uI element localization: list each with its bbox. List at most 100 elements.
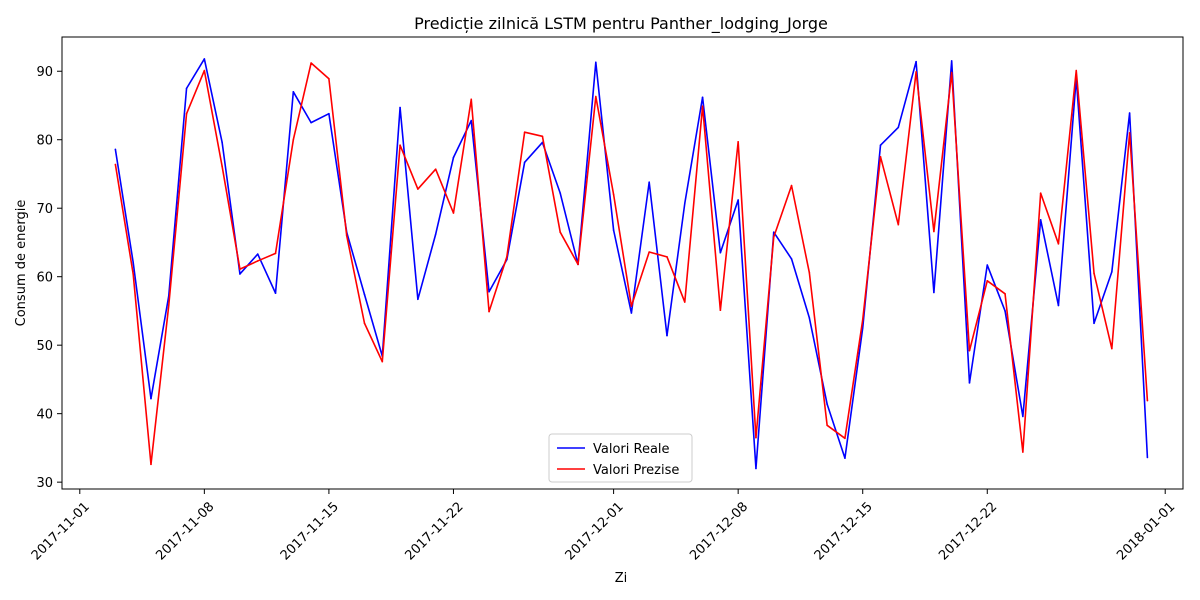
chart-title: Predicție zilnică LSTM pentru Panther_lo… <box>414 14 828 34</box>
legend-label-real: Valori Reale <box>593 442 670 457</box>
data-point <box>1004 310 1006 312</box>
data-point <box>150 463 152 466</box>
data-point <box>595 95 597 98</box>
data-point <box>1128 132 1131 134</box>
data-point <box>523 161 526 164</box>
data-point <box>808 316 811 319</box>
data-point <box>577 263 579 266</box>
data-point <box>1039 219 1042 221</box>
data-point <box>879 156 882 158</box>
data-point <box>1004 293 1006 295</box>
data-point <box>470 119 473 122</box>
y-tick-label: 60 <box>36 271 53 286</box>
y-tick-label: 50 <box>36 339 53 354</box>
y-tick-label: 30 <box>36 476 53 491</box>
x-tick-label: 2017-12-01 <box>563 499 627 563</box>
data-point <box>950 60 953 62</box>
data-point <box>915 60 917 63</box>
series-group <box>114 58 1149 470</box>
data-point <box>221 141 223 144</box>
data-point <box>381 360 384 363</box>
data-point <box>167 304 170 307</box>
data-point <box>772 231 775 233</box>
data-point <box>826 424 828 427</box>
data-point <box>915 71 917 73</box>
data-point <box>790 184 793 187</box>
data-point <box>790 258 793 260</box>
data-point <box>185 112 188 115</box>
legend-box <box>548 433 693 483</box>
x-tick-label: 2017-12-15 <box>812 499 876 563</box>
y-axis: 30 40 50 60 70 80 90 <box>36 65 62 491</box>
data-point <box>239 273 241 275</box>
data-point <box>683 202 686 205</box>
data-point <box>1022 415 1024 418</box>
y-tick-label: 80 <box>36 134 53 149</box>
x-axis-label: Zi <box>615 571 628 586</box>
data-point <box>328 112 330 115</box>
data-point <box>488 310 490 313</box>
data-point <box>1057 243 1060 245</box>
data-point <box>719 309 722 312</box>
y-tick-label: 70 <box>36 202 53 217</box>
data-point <box>1093 272 1095 275</box>
data-point <box>755 467 757 470</box>
data-point <box>417 188 419 190</box>
data-point <box>417 298 419 301</box>
x-tick-label: 2017-11-15 <box>278 499 342 563</box>
data-point <box>132 273 134 275</box>
data-point <box>559 231 562 233</box>
data-point <box>434 233 437 236</box>
data-point <box>399 144 401 147</box>
data-point <box>1075 69 1078 72</box>
data-point <box>755 436 757 439</box>
data-point <box>1111 271 1113 273</box>
data-point <box>986 264 989 266</box>
data-point <box>150 397 152 400</box>
data-point <box>239 268 241 270</box>
data-point <box>452 156 455 159</box>
data-point <box>844 457 846 459</box>
data-point <box>666 334 668 337</box>
data-point <box>114 148 117 151</box>
y-axis-label: Consum de energie <box>14 200 29 327</box>
data-point <box>737 199 739 201</box>
data-point <box>452 212 455 214</box>
data-point <box>1039 192 1042 194</box>
data-point <box>719 251 722 254</box>
data-point <box>114 163 117 166</box>
data-point <box>523 131 526 133</box>
data-point <box>1093 322 1095 325</box>
series-line-real <box>114 58 1149 470</box>
data-point <box>292 138 295 141</box>
data-point <box>844 437 846 440</box>
data-point <box>701 96 704 99</box>
data-point <box>541 135 544 138</box>
data-point <box>363 293 366 296</box>
x-tick-label: 2017-12-22 <box>936 499 1000 563</box>
data-point <box>1146 456 1149 459</box>
legend-label-predicted: Valori Prezise <box>593 463 679 478</box>
x-tick-label: 2017-11-22 <box>402 499 466 563</box>
x-tick-label: 2017-12-08 <box>687 499 751 563</box>
data-point <box>595 61 597 64</box>
data-point <box>683 301 686 303</box>
data-point <box>256 253 259 255</box>
data-point <box>666 256 668 258</box>
data-point <box>274 292 277 294</box>
data-point <box>737 140 739 143</box>
data-point <box>630 312 633 314</box>
data-point <box>968 382 971 384</box>
data-point <box>185 87 188 90</box>
data-point <box>950 71 953 74</box>
data-point <box>470 98 473 101</box>
data-point <box>933 230 935 233</box>
data-point <box>701 105 704 107</box>
data-point <box>221 165 223 168</box>
data-point <box>292 90 295 93</box>
data-point <box>132 261 134 264</box>
y-tick-label: 90 <box>36 65 53 80</box>
data-point <box>203 69 206 72</box>
data-point <box>986 280 989 282</box>
